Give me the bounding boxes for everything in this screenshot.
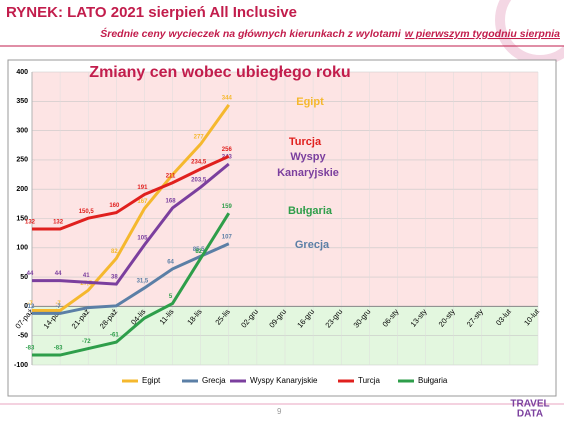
y-tick-label: 0: [24, 303, 28, 310]
value-label: 203,5: [191, 178, 207, 184]
value-label: -12: [26, 304, 35, 310]
value-label: 38: [111, 275, 118, 281]
annotation: Grecja: [295, 239, 330, 251]
value-label: -72: [82, 339, 91, 345]
subtitle-part: Średnie ceny wycieczek na głównych kieru…: [100, 27, 402, 40]
page-number: 9: [277, 407, 282, 416]
value-label: 5: [169, 294, 173, 300]
legend-label: Egipt: [142, 376, 161, 385]
value-label: 150,5: [79, 209, 95, 215]
value-label: 191: [137, 185, 148, 191]
y-tick-label: 50: [20, 274, 28, 281]
legend-label: Grecja: [202, 376, 226, 385]
chart-title: Zmiany cen wobec ubiegłego roku: [89, 64, 350, 81]
value-label: 82: [195, 249, 202, 255]
y-tick-label: 350: [16, 98, 28, 105]
y-tick-label: 100: [16, 245, 28, 252]
value-label: 132: [25, 220, 36, 226]
value-label: 167: [137, 199, 148, 205]
value-label: 234,5: [191, 160, 207, 166]
value-label: 64: [167, 259, 174, 265]
value-label: -61: [110, 333, 119, 339]
value-label: 256: [222, 147, 233, 153]
value-label: -83: [26, 346, 35, 352]
value-label: 105: [137, 235, 148, 241]
value-label: 31,5: [137, 279, 149, 285]
legend-label: Wyspy Kanaryjskie: [250, 376, 318, 385]
series-line: [32, 103, 230, 313]
series-line: [32, 242, 230, 315]
value-label: 160: [109, 203, 120, 209]
y-tick-label: 400: [16, 69, 28, 76]
value-label: 159: [222, 204, 233, 210]
y-tick-label: -100: [14, 362, 28, 369]
y-tick-label: 250: [16, 157, 28, 164]
annotation: Kanaryjskie: [277, 167, 339, 179]
value-label: -7: [55, 304, 61, 310]
value-label: 132: [53, 220, 64, 226]
annotation: Wyspy: [290, 151, 326, 163]
value-label: 82: [111, 249, 118, 255]
value-label: 41: [83, 273, 90, 279]
value-label: 85,5: [193, 247, 205, 253]
value-label: 44: [55, 271, 62, 277]
logo-text: TRAVEL: [510, 399, 549, 410]
y-tick-label: 150: [16, 215, 28, 222]
value-label: -83: [54, 346, 63, 352]
slide-subtitle: Średnie ceny wycieczek na głównych kieru…: [100, 27, 560, 40]
slide-title: RYNEK: LATO 2021 sierpień All Inclusive: [6, 4, 297, 21]
y-tick-label: 200: [16, 186, 28, 193]
legend-label: Bułgaria: [418, 376, 448, 385]
series-line: [32, 155, 230, 231]
value-label: 168: [166, 199, 177, 205]
value-label: 107: [222, 234, 233, 240]
logo-text: DATA: [517, 409, 543, 420]
value-label: 344: [222, 95, 233, 101]
value-label: 277: [194, 135, 205, 141]
value-label: -7: [27, 301, 33, 307]
annotation: Turcja: [289, 136, 322, 148]
value-label: 27,5: [80, 281, 92, 287]
legend-label: Turcja: [358, 376, 380, 385]
series-line: [32, 162, 230, 286]
y-tick-label: -50: [18, 333, 28, 340]
annotation: Egipt: [296, 96, 324, 108]
value-label: -7: [55, 301, 61, 307]
y-tick-label: 300: [16, 127, 28, 134]
value-label: 44: [27, 271, 34, 277]
series-line: [32, 212, 231, 357]
annotation: Bułgaria: [288, 205, 333, 217]
value-label: 211: [166, 173, 176, 179]
subtitle-emphasis: w pierwszym tygodniu sierpnia: [405, 28, 560, 40]
